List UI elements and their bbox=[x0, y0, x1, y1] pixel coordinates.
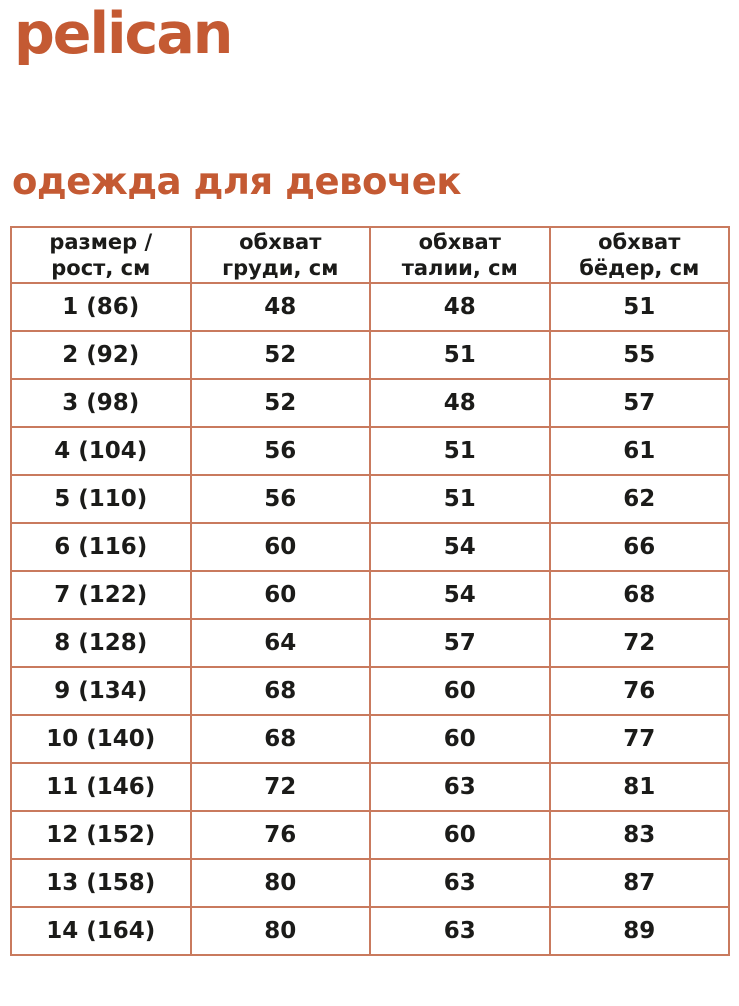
cell-chest: 72 bbox=[189, 762, 371, 812]
cell-chest: 56 bbox=[189, 474, 371, 524]
brand-logo: pelican bbox=[14, 1, 233, 67]
cell-size: 12 (152) bbox=[10, 810, 192, 860]
cell-hips: 72 bbox=[548, 618, 730, 668]
cell-size: 5 (110) bbox=[10, 474, 192, 524]
cell-size: 6 (116) bbox=[10, 522, 192, 572]
cell-hips: 62 bbox=[548, 474, 730, 524]
cell-waist: 63 bbox=[369, 858, 551, 908]
cell-hips: 77 bbox=[548, 714, 730, 764]
table-row: 14 (164) 80 63 89 bbox=[10, 906, 730, 956]
brand-header: pelican bbox=[0, 6, 739, 63]
cell-size: 9 (134) bbox=[10, 666, 192, 716]
cell-waist: 60 bbox=[369, 666, 551, 716]
cell-size: 14 (164) bbox=[10, 906, 192, 956]
page-title: одежда для девочек bbox=[12, 160, 461, 203]
cell-chest: 60 bbox=[189, 570, 371, 620]
cell-waist: 54 bbox=[369, 522, 551, 572]
table-row: 7 (122) 60 54 68 bbox=[10, 570, 730, 620]
column-header-text: талии, см bbox=[401, 256, 518, 280]
column-header-size: размер / рост, см bbox=[10, 226, 192, 284]
table-row: 3 (98) 52 48 57 bbox=[10, 378, 730, 428]
cell-hips: 89 bbox=[548, 906, 730, 956]
column-header-text: размер / bbox=[49, 229, 153, 254]
table-row: 2 (92) 52 51 55 bbox=[10, 330, 730, 380]
column-header-chest: обхват груди, см bbox=[189, 226, 371, 284]
column-header-text: бёдер, см bbox=[579, 256, 700, 280]
cell-waist: 60 bbox=[369, 810, 551, 860]
cell-hips: 57 bbox=[548, 378, 730, 428]
column-header-text: рост, см bbox=[51, 256, 151, 280]
cell-hips: 51 bbox=[548, 282, 730, 332]
cell-waist: 48 bbox=[369, 282, 551, 332]
table-row: 4 (104) 56 51 61 bbox=[10, 426, 730, 476]
table-body: 1 (86) 48 48 51 2 (92) 52 51 55 3 (98) 5… bbox=[10, 282, 730, 956]
cell-size: 2 (92) bbox=[10, 330, 192, 380]
cell-size: 3 (98) bbox=[10, 378, 192, 428]
cell-waist: 63 bbox=[369, 906, 551, 956]
table-row: 6 (116) 60 54 66 bbox=[10, 522, 730, 572]
column-header-waist: обхват талии, см bbox=[369, 226, 551, 284]
cell-size: 1 (86) bbox=[10, 282, 192, 332]
cell-chest: 60 bbox=[189, 522, 371, 572]
cell-size: 11 (146) bbox=[10, 762, 192, 812]
column-header-text: груди, см bbox=[222, 256, 339, 280]
cell-waist: 51 bbox=[369, 426, 551, 476]
cell-size: 13 (158) bbox=[10, 858, 192, 908]
cell-hips: 83 bbox=[548, 810, 730, 860]
table-row: 9 (134) 68 60 76 bbox=[10, 666, 730, 716]
cell-hips: 55 bbox=[548, 330, 730, 380]
cell-hips: 87 bbox=[548, 858, 730, 908]
cell-chest: 68 bbox=[189, 666, 371, 716]
table-row: 1 (86) 48 48 51 bbox=[10, 282, 730, 332]
column-header-hips: обхват бёдер, см bbox=[548, 226, 730, 284]
cell-waist: 48 bbox=[369, 378, 551, 428]
table-row: 11 (146) 72 63 81 bbox=[10, 762, 730, 812]
cell-size: 10 (140) bbox=[10, 714, 192, 764]
cell-chest: 56 bbox=[189, 426, 371, 476]
cell-hips: 68 bbox=[548, 570, 730, 620]
cell-chest: 48 bbox=[189, 282, 371, 332]
cell-waist: 60 bbox=[369, 714, 551, 764]
column-header-text: обхват bbox=[418, 229, 501, 254]
cell-chest: 76 bbox=[189, 810, 371, 860]
table-row: 10 (140) 68 60 77 bbox=[10, 714, 730, 764]
cell-waist: 51 bbox=[369, 330, 551, 380]
cell-hips: 76 bbox=[548, 666, 730, 716]
table-row: 5 (110) 56 51 62 bbox=[10, 474, 730, 524]
cell-hips: 81 bbox=[548, 762, 730, 812]
cell-chest: 52 bbox=[189, 330, 371, 380]
cell-waist: 51 bbox=[369, 474, 551, 524]
table-row: 12 (152) 76 60 83 bbox=[10, 810, 730, 860]
cell-size: 8 (128) bbox=[10, 618, 192, 668]
cell-chest: 68 bbox=[189, 714, 371, 764]
column-header-text: обхват bbox=[239, 229, 322, 254]
cell-chest: 80 bbox=[189, 858, 371, 908]
cell-chest: 64 bbox=[189, 618, 371, 668]
column-header-text: обхват bbox=[598, 229, 681, 254]
size-chart-table: размер / рост, см обхват груди, см обхва… bbox=[10, 226, 730, 956]
table-row: 8 (128) 64 57 72 bbox=[10, 618, 730, 668]
table-row: 13 (158) 80 63 87 bbox=[10, 858, 730, 908]
cell-size: 7 (122) bbox=[10, 570, 192, 620]
cell-waist: 54 bbox=[369, 570, 551, 620]
cell-waist: 57 bbox=[369, 618, 551, 668]
table-head: размер / рост, см обхват груди, см обхва… bbox=[10, 226, 730, 284]
cell-hips: 66 bbox=[548, 522, 730, 572]
cell-hips: 61 bbox=[548, 426, 730, 476]
cell-size: 4 (104) bbox=[10, 426, 192, 476]
cell-chest: 80 bbox=[189, 906, 371, 956]
table-header-row: размер / рост, см обхват груди, см обхва… bbox=[10, 226, 730, 284]
cell-waist: 63 bbox=[369, 762, 551, 812]
cell-chest: 52 bbox=[189, 378, 371, 428]
